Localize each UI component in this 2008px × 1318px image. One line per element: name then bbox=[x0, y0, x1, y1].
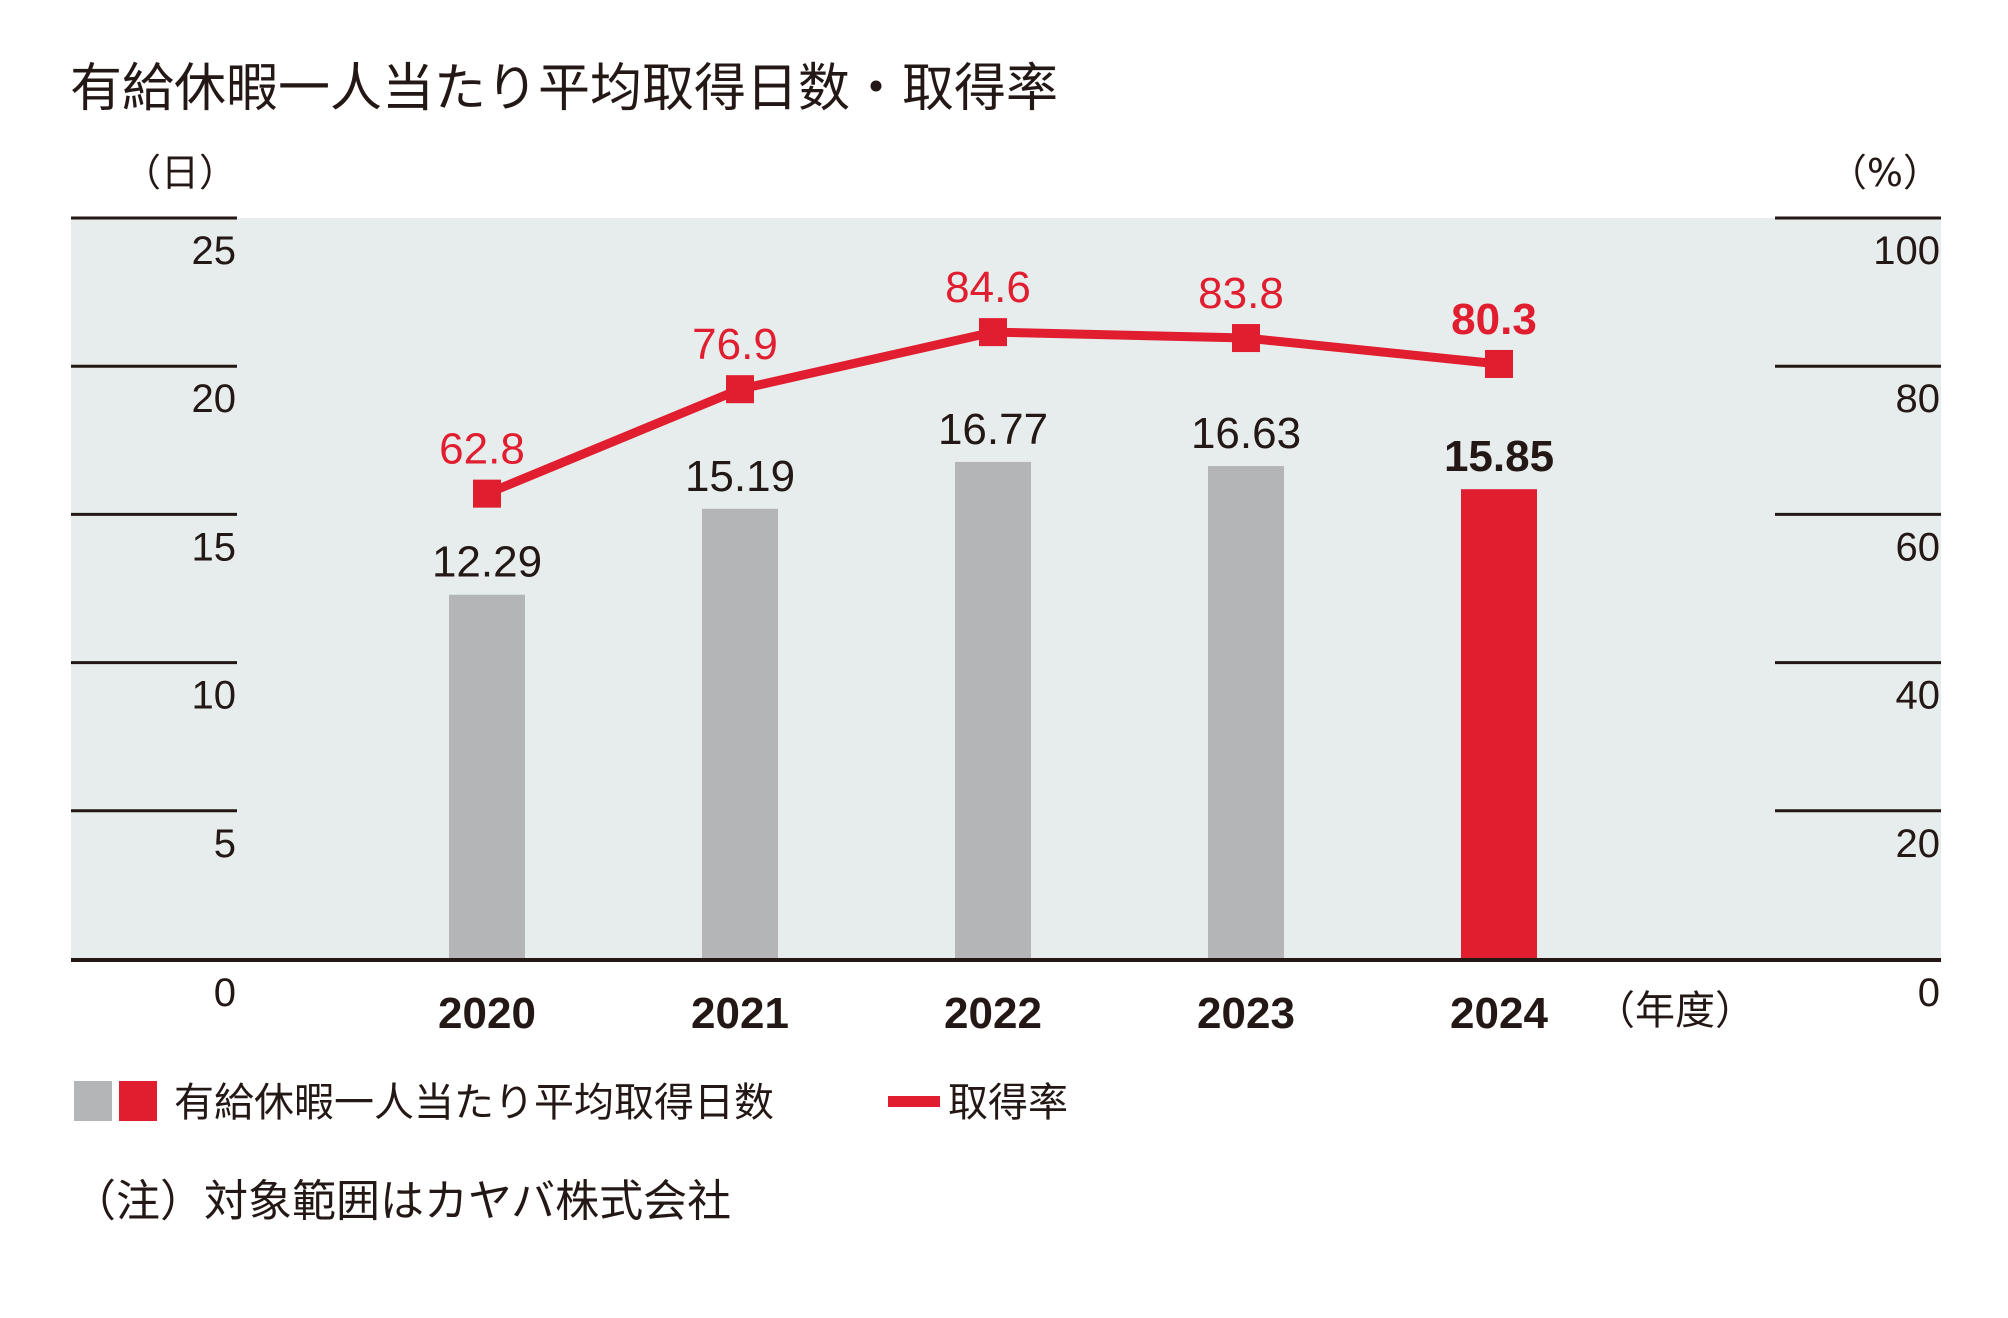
rate-marker bbox=[726, 375, 754, 404]
bar-value-label: 16.77 bbox=[938, 405, 1048, 454]
left-tick-label: 20 bbox=[192, 377, 237, 421]
rate-value-label: 62.8 bbox=[439, 425, 525, 474]
x-tick-label: 2022 bbox=[944, 989, 1042, 1038]
right-tick-label: 80 bbox=[1896, 377, 1941, 421]
bar-2022 bbox=[955, 461, 1031, 959]
legend-label-days: 有給休暇一人当たり平均取得日数 bbox=[174, 1080, 774, 1126]
left-tick-label: 15 bbox=[192, 525, 237, 569]
rate-value-label: 80.3 bbox=[1451, 295, 1537, 344]
rate-marker bbox=[473, 479, 501, 508]
x-tick-label: 2024 bbox=[1450, 989, 1548, 1038]
bar-value-label: 12.29 bbox=[432, 538, 542, 587]
left-tick-label: 5 bbox=[214, 822, 236, 866]
x-tick-label: 2023 bbox=[1197, 989, 1295, 1038]
left-tick-label: 25 bbox=[192, 229, 237, 273]
bar-value-label: 15.19 bbox=[685, 452, 795, 501]
bar-2023 bbox=[1208, 466, 1284, 959]
bar-2024 bbox=[1461, 489, 1537, 959]
chart-title: 有給休暇一人当たり平均取得日数・取得率 bbox=[70, 59, 1058, 119]
footnote: （注）対象範囲はカヤバ株式会社 bbox=[72, 1176, 731, 1227]
right-tick-label: 100 bbox=[1873, 229, 1940, 273]
rate-value-label: 76.9 bbox=[692, 320, 778, 369]
x-tick-label: 2021 bbox=[691, 989, 789, 1038]
x-axis-unit: （年度） bbox=[1595, 988, 1755, 1034]
legend: 有給休暇一人当たり平均取得日数 取得率 bbox=[74, 1080, 1068, 1126]
left-axis-unit: （日） bbox=[123, 151, 237, 195]
right-tick-label: 40 bbox=[1896, 674, 1941, 718]
x-tick-label: 2020 bbox=[438, 989, 536, 1038]
right-tick-label: 60 bbox=[1896, 525, 1941, 569]
bar-value-label: 16.63 bbox=[1191, 409, 1301, 458]
right-tick-label: 20 bbox=[1896, 822, 1941, 866]
bar-value-label: 15.85 bbox=[1444, 432, 1554, 481]
rate-value-label: 83.8 bbox=[1198, 269, 1284, 318]
bar-2020 bbox=[449, 594, 525, 959]
legend-label-rate: 取得率 bbox=[948, 1080, 1068, 1126]
bar-2021 bbox=[702, 508, 778, 959]
rate-marker bbox=[979, 318, 1007, 347]
legend-swatch-red bbox=[119, 1081, 157, 1121]
rate-marker bbox=[1485, 349, 1513, 378]
rate-value-label: 84.6 bbox=[945, 263, 1031, 312]
left-tick-label: 0 bbox=[214, 971, 236, 1015]
legend-swatch-gray bbox=[74, 1081, 112, 1121]
right-axis-unit: （%） bbox=[1829, 151, 1941, 195]
left-tick-label: 10 bbox=[192, 674, 237, 718]
right-tick-label: 0 bbox=[1918, 971, 1940, 1015]
legend-line-swatch bbox=[888, 1096, 940, 1107]
rate-marker bbox=[1232, 324, 1260, 353]
